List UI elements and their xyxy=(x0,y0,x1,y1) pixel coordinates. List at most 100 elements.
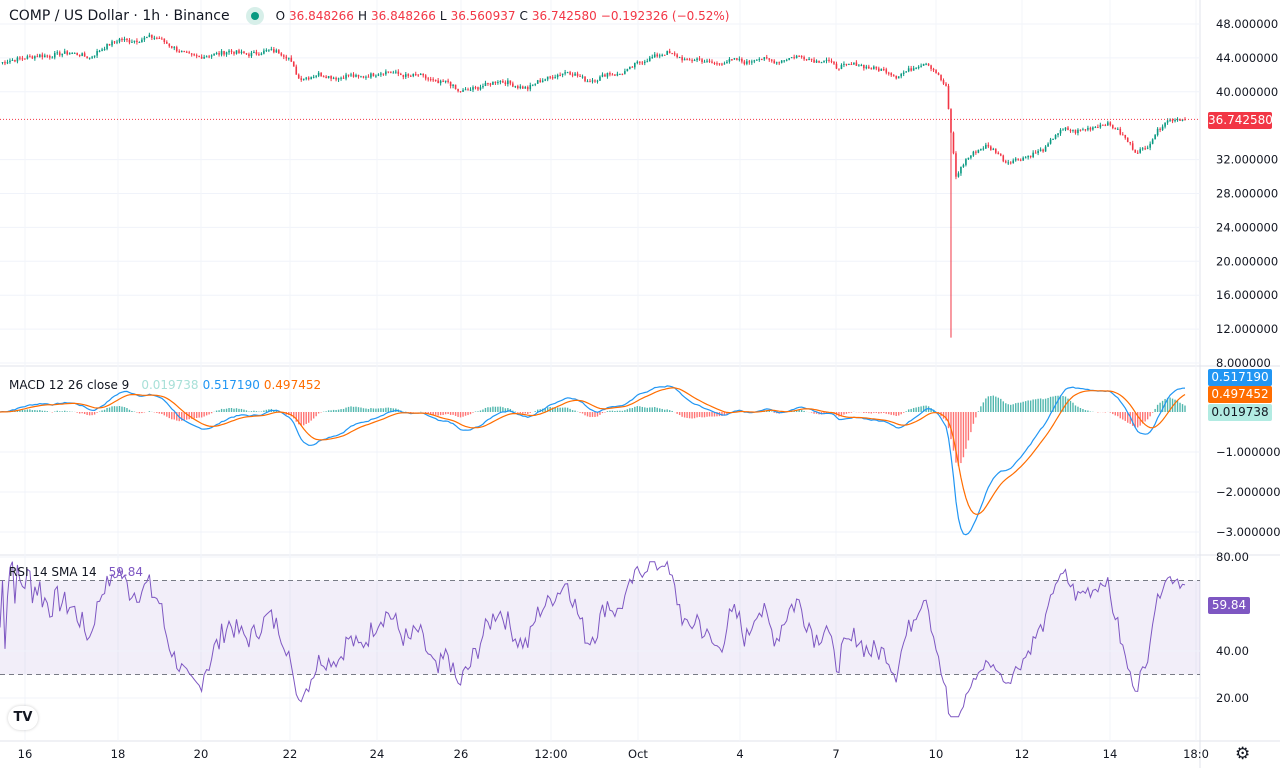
candle-body xyxy=(312,76,315,78)
candle-body xyxy=(449,81,452,86)
candle-body xyxy=(721,63,723,65)
candle-body xyxy=(73,52,76,54)
candle-body xyxy=(392,72,395,74)
candle-body xyxy=(265,50,268,52)
price-tick-label: 48.000000 xyxy=(1216,17,1278,31)
candle-body xyxy=(1161,126,1164,130)
candle-body xyxy=(210,55,213,57)
candle-body xyxy=(472,87,474,90)
candle-body xyxy=(178,51,181,53)
candle-body xyxy=(952,132,955,154)
macd-title[interactable]: MACD 12 26 close 9 xyxy=(9,378,130,392)
candle-body xyxy=(703,61,706,63)
candle-body xyxy=(1164,122,1166,127)
candle-body xyxy=(106,44,108,50)
candle-body xyxy=(631,66,634,68)
candle-body xyxy=(765,57,768,59)
candle-body xyxy=(840,64,843,69)
candle-body xyxy=(163,38,166,43)
candle-body xyxy=(1139,149,1141,153)
candle-body xyxy=(287,57,290,59)
candle-body xyxy=(44,55,46,58)
candle-body xyxy=(561,73,564,76)
symbol-title[interactable]: COMP / US Dollar · 1h · Binance xyxy=(9,8,230,24)
time-tick-label: 22 xyxy=(283,747,298,761)
candle-body xyxy=(1124,134,1127,138)
candle-body xyxy=(743,61,746,64)
time-tick-label: 4 xyxy=(736,747,743,761)
candle-body xyxy=(808,58,810,61)
candle-body xyxy=(1037,150,1039,154)
candle-body xyxy=(370,73,372,78)
candle-body xyxy=(693,60,696,62)
rsi-title[interactable]: RSI 14 SMA 14 xyxy=(9,565,97,579)
rsi-tick-label: 20.00 xyxy=(1216,691,1249,705)
candle-body xyxy=(1166,120,1169,123)
candle-body xyxy=(1094,127,1097,129)
candle-body xyxy=(1181,119,1184,121)
candle-body xyxy=(698,58,701,60)
candle-body xyxy=(609,72,611,75)
candle-body xyxy=(1084,129,1087,131)
candle-body xyxy=(419,73,422,76)
candle-body xyxy=(843,63,845,65)
candle-body xyxy=(1019,159,1022,161)
rsi-tag: 59.84 xyxy=(1208,597,1250,614)
macd-line xyxy=(0,385,1186,536)
price-tick-label: 16.000000 xyxy=(1216,288,1278,302)
candle-body xyxy=(407,74,410,76)
settings-gear-icon[interactable]: ⚙ xyxy=(1235,744,1251,764)
candle-body xyxy=(1012,160,1015,163)
candle-body xyxy=(641,62,644,64)
low-value: 36.560937 xyxy=(450,9,516,23)
candle-body xyxy=(332,77,335,79)
candle-body xyxy=(780,60,783,63)
candle-body xyxy=(1097,127,1099,129)
close-label: C xyxy=(519,9,528,23)
candle-body xyxy=(967,157,970,160)
candle-body xyxy=(994,148,997,153)
candle-body xyxy=(350,74,352,76)
candle-body xyxy=(653,54,656,58)
candle-body xyxy=(671,53,673,55)
candle-body xyxy=(589,81,591,83)
candle-body xyxy=(736,58,738,60)
candle-body xyxy=(890,73,893,76)
candle-body xyxy=(1009,162,1012,164)
candle-body xyxy=(482,86,484,88)
tradingview-logo[interactable]: TV xyxy=(8,706,38,730)
candle-body xyxy=(292,61,295,67)
candle-body xyxy=(1059,129,1062,134)
candle-body xyxy=(746,61,748,64)
candle-body xyxy=(502,81,504,83)
candle-body xyxy=(594,80,596,82)
candle-body xyxy=(417,74,420,76)
candle-body xyxy=(382,73,385,75)
candle-body xyxy=(305,77,308,79)
candle-body xyxy=(56,52,59,54)
candle-body xyxy=(646,61,649,63)
macd-signal-value: 0.497452 xyxy=(263,378,322,392)
candle-body xyxy=(713,62,716,64)
candle-body xyxy=(957,173,960,177)
candle-body xyxy=(624,71,626,74)
candle-body xyxy=(865,66,868,69)
candle-body xyxy=(68,53,71,55)
candle-body xyxy=(238,50,240,54)
candle-body xyxy=(795,55,798,59)
candle-body xyxy=(280,53,283,56)
candle-body xyxy=(531,84,534,86)
candle-body xyxy=(534,83,537,85)
candle-body xyxy=(907,68,910,72)
candle-body xyxy=(273,49,275,53)
candle-body xyxy=(1151,139,1154,144)
change-value: −0.192326 (−0.52%) xyxy=(600,9,730,23)
price-tick-label: 8.000000 xyxy=(1216,356,1271,370)
candle-body xyxy=(427,78,429,80)
candle-body xyxy=(83,53,86,57)
candle-body xyxy=(858,65,860,67)
candle-body xyxy=(793,57,795,59)
candle-body xyxy=(850,64,853,66)
candle-body xyxy=(937,73,940,75)
